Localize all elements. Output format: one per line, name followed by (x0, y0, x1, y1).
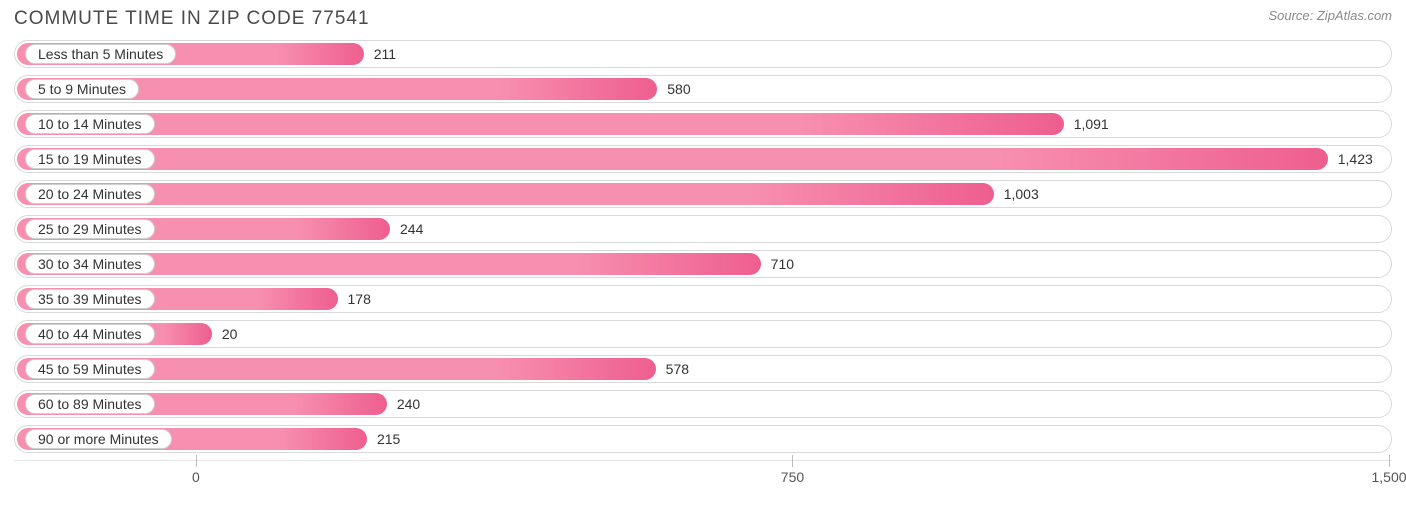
chart-area: Less than 5 Minutes 211 5 to 9 Minutes 580 1… (14, 40, 1392, 490)
value-label: 244 (400, 215, 423, 243)
bar-row: Less than 5 Minutes 211 (14, 40, 1392, 68)
bar (17, 183, 994, 205)
category-label: 20 to 24 Minutes (25, 184, 155, 204)
bar (17, 148, 1328, 170)
category-label: 5 to 9 Minutes (25, 79, 139, 99)
bar-row: 35 to 39 Minutes 178 (14, 285, 1392, 313)
bar-row: 90 or more Minutes 215 (14, 425, 1392, 453)
value-label: 1,003 (1004, 180, 1039, 208)
chart-source: Source: ZipAtlas.com (1268, 8, 1392, 23)
value-label: 710 (771, 250, 794, 278)
bar-row: 15 to 19 Minutes 1,423 (14, 145, 1392, 173)
axis-tick (1389, 455, 1390, 467)
value-label: 20 (222, 320, 238, 348)
category-label: 90 or more Minutes (25, 429, 172, 449)
value-label: 1,091 (1074, 110, 1109, 138)
bar-track (14, 320, 1392, 348)
value-label: 240 (397, 390, 420, 418)
category-label: 15 to 19 Minutes (25, 149, 155, 169)
category-label: 45 to 59 Minutes (25, 359, 155, 379)
axis-tick-label: 750 (781, 469, 804, 485)
bar-row: 60 to 89 Minutes 240 (14, 390, 1392, 418)
x-axis: 07501,500 (14, 460, 1392, 490)
category-label: 40 to 44 Minutes (25, 324, 155, 344)
header: COMMUTE TIME IN ZIP CODE 77541 Source: Z… (14, 8, 1392, 30)
bar (17, 113, 1064, 135)
bar-row: 30 to 34 Minutes 710 (14, 250, 1392, 278)
category-label: 35 to 39 Minutes (25, 289, 155, 309)
value-label: 215 (377, 425, 400, 453)
bar-row: 10 to 14 Minutes 1,091 (14, 110, 1392, 138)
bar-row: 40 to 44 Minutes 20 (14, 320, 1392, 348)
bar-row: 25 to 29 Minutes 244 (14, 215, 1392, 243)
category-label: 25 to 29 Minutes (25, 219, 155, 239)
value-label: 178 (348, 285, 371, 313)
chart-title: COMMUTE TIME IN ZIP CODE 77541 (14, 8, 370, 30)
axis-tick (792, 455, 793, 467)
value-label: 580 (667, 75, 690, 103)
axis-tick (196, 455, 197, 467)
category-label: Less than 5 Minutes (25, 44, 176, 64)
category-label: 60 to 89 Minutes (25, 394, 155, 414)
axis-tick-label: 0 (192, 469, 200, 485)
value-label: 1,423 (1338, 145, 1373, 173)
value-label: 211 (374, 40, 396, 68)
chart-container: COMMUTE TIME IN ZIP CODE 77541 Source: Z… (0, 0, 1406, 522)
bar-row: 45 to 59 Minutes 578 (14, 355, 1392, 383)
value-label: 578 (666, 355, 689, 383)
axis-tick-label: 1,500 (1371, 469, 1406, 485)
bar-row: 5 to 9 Minutes 580 (14, 75, 1392, 103)
category-label: 30 to 34 Minutes (25, 254, 155, 274)
bar-row: 20 to 24 Minutes 1,003 (14, 180, 1392, 208)
category-label: 10 to 14 Minutes (25, 114, 155, 134)
